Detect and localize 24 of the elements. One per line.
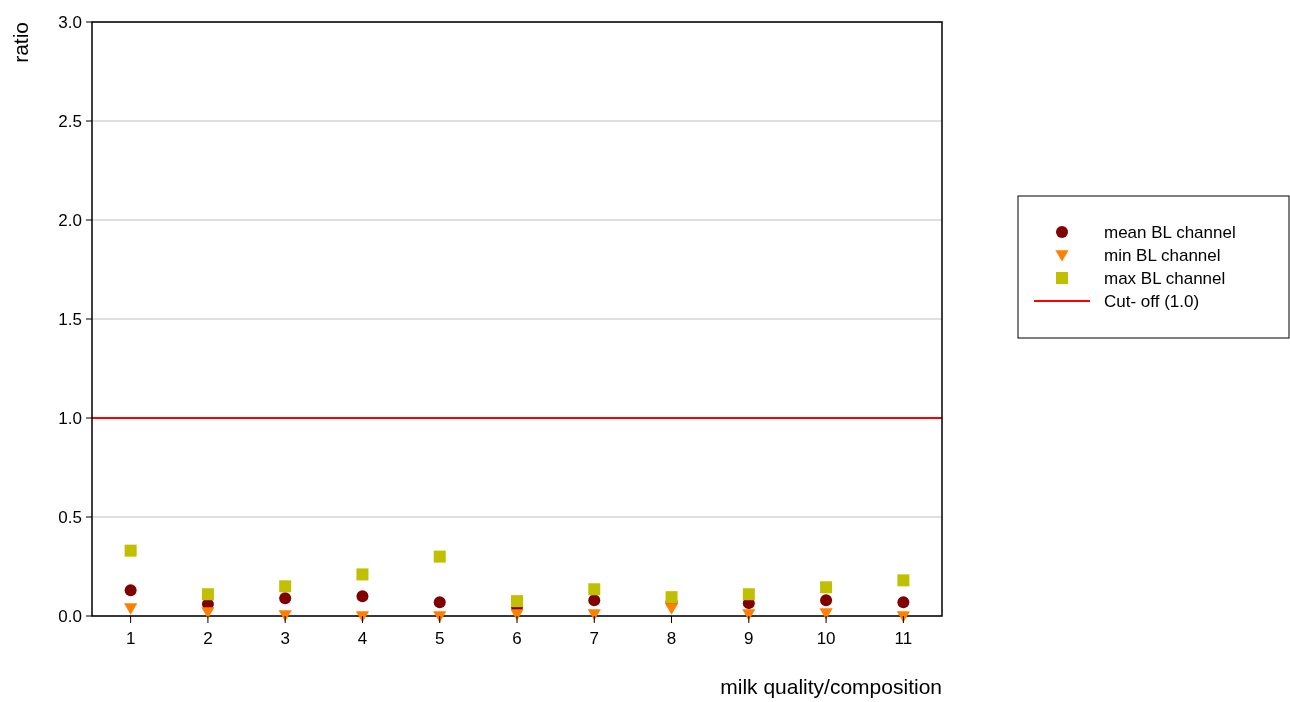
legend-label: mean BL channel [1104,222,1236,242]
x-tick-label: 8 [666,629,677,648]
y-tick-label: 0.5 [58,507,82,527]
x-axis-title: milk quality/composition [720,675,942,698]
legend-label: max BL channel [1104,268,1226,288]
y-tick-label: 1.0 [58,408,82,428]
x-tick-label: 11 [894,629,913,648]
x-tick-label: 9 [744,629,754,648]
legend-label: min BL channel [1104,245,1221,265]
y-tick-label: 1.5 [58,309,82,329]
x-tick-label: 7 [589,629,600,648]
x-tick-label: 10 [816,629,836,648]
y-tick-label: 3.0 [58,12,82,32]
x-tick-label: 2 [203,629,213,648]
y-tick-label: 0.0 [58,606,82,626]
x-tick-label: 3 [280,629,290,648]
x-tick-label: 5 [434,629,445,648]
y-tick-label: 2.5 [58,111,82,131]
y-tick-label: 2.0 [58,210,82,230]
legend-label: Cut- off (1.0) [1104,291,1200,311]
x-tick-label: 1 [125,629,136,648]
x-tick-label: 4 [357,629,368,648]
x-tick-label: 6 [512,629,522,648]
y-axis-title: ratio [9,22,32,63]
